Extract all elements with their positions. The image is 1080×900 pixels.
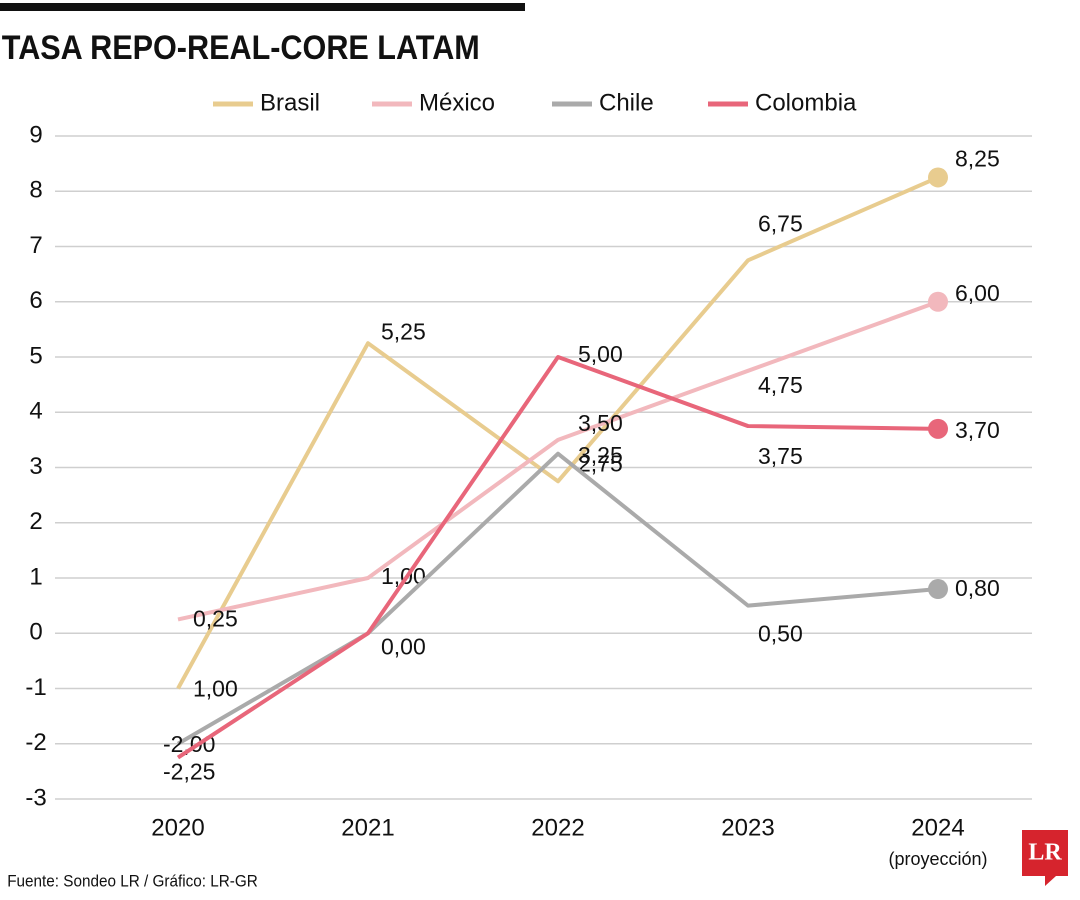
value-label: 5,00 (578, 341, 623, 367)
y-tick-label: 3 (29, 453, 42, 480)
value-label: 5,25 (381, 318, 426, 344)
value-label: -2,25 (163, 759, 215, 785)
y-tick-label: 8 (29, 177, 42, 204)
y-tick-label: 0 (29, 619, 42, 646)
end-point (928, 418, 948, 439)
logo-tail (1045, 876, 1056, 886)
x-tick-label: 2023 (721, 814, 774, 841)
value-label: 0,80 (955, 575, 1000, 601)
logo-box (1022, 830, 1068, 876)
value-label: 3,50 (578, 410, 623, 436)
y-tick-label: 1 (29, 563, 42, 590)
x-tick-label: 2021 (341, 814, 394, 841)
value-label: 8,25 (955, 146, 1000, 172)
value-label: 6,00 (955, 280, 1000, 306)
value-label: 4,75 (758, 372, 803, 398)
y-tick-label: -1 (25, 674, 46, 701)
end-point (928, 579, 948, 600)
x-tick-note: (proyección) (888, 849, 987, 869)
logo-text: LR (1028, 840, 1062, 866)
value-label: 0,25 (193, 606, 238, 632)
x-tick-label: 2024 (911, 814, 964, 841)
value-label: 3,75 (758, 443, 803, 469)
value-label: -2,00 (163, 731, 215, 757)
series-line (177, 299, 939, 622)
y-tick-label: 9 (29, 121, 42, 148)
value-label: 1,00 (193, 676, 238, 702)
end-point (928, 291, 948, 312)
title-bar (0, 3, 525, 11)
y-tick-label: 4 (29, 398, 42, 425)
value-label: 3,70 (955, 417, 1000, 443)
y-tick-label: 7 (29, 232, 42, 259)
chart-title: TASA REPO-REAL-CORE LATAM (2, 29, 480, 67)
end-point (928, 167, 948, 188)
source: Fuente: Sondeo LR / Gráfico: LR-GR (7, 872, 258, 891)
x-tick-label: 2020 (151, 814, 204, 841)
series-line (176, 175, 939, 690)
y-tick-label: -3 (25, 784, 46, 811)
x-tick-label: 2022 (531, 814, 584, 841)
y-tick-label: 6 (29, 287, 42, 314)
legend-label: Brasil (260, 89, 320, 116)
logo: LR (1022, 830, 1068, 886)
value-label: 0,00 (381, 633, 426, 659)
value-label: 0,50 (758, 621, 803, 647)
y-tick-label: 2 (29, 508, 42, 535)
legend-label: México (419, 89, 495, 116)
value-label: 6,75 (758, 210, 803, 236)
series-line (176, 451, 939, 746)
legend-label: Colombia (755, 89, 857, 116)
series-line (176, 355, 939, 760)
value-label: 2,75 (578, 450, 623, 476)
y-tick-label: -2 (25, 729, 46, 756)
y-tick-label: 5 (29, 342, 42, 369)
legend-label: Chile (599, 89, 654, 116)
value-label: 3,25 (578, 442, 623, 468)
